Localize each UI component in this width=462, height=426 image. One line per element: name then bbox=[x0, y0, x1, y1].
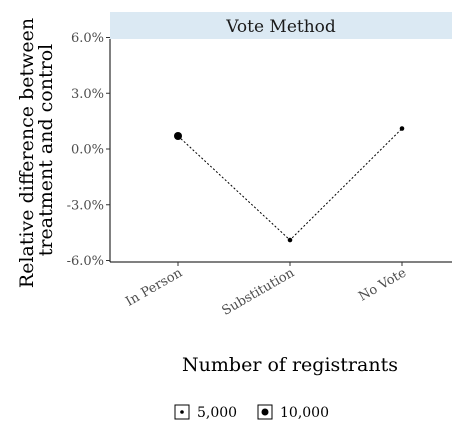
y-tick-label: 3.0% bbox=[71, 87, 104, 102]
y-tick-label: -3.0% bbox=[67, 198, 104, 213]
legend: 5,000 10,000 bbox=[174, 404, 329, 421]
y-axis-title-line-2: treatment and control bbox=[35, 44, 57, 256]
legend-symbol-10000 bbox=[261, 408, 269, 416]
legend-label-5000: 5,000 bbox=[197, 405, 237, 421]
legend-symbol-5000 bbox=[180, 410, 184, 414]
x-tick-label: In Person bbox=[123, 265, 185, 310]
y-ticks: 6.0% 3.0% 0.0% -3.0% -6.0% bbox=[67, 31, 110, 269]
facet-strip bbox=[110, 12, 452, 39]
y-tick-label: 0.0% bbox=[71, 143, 104, 158]
x-tick-label: Substitution bbox=[219, 265, 297, 319]
data-point bbox=[399, 126, 405, 131]
series-line bbox=[177, 128, 403, 241]
x-tick-label: No Vote bbox=[356, 265, 409, 304]
series bbox=[174, 126, 405, 243]
y-axis-title: Relative difference between treatment an… bbox=[16, 12, 57, 288]
y-axis-title-line-1: Relative difference between bbox=[16, 18, 38, 288]
y-tick-label: 6.0% bbox=[71, 31, 104, 46]
legend-label-10000: 10,000 bbox=[280, 405, 329, 421]
data-point bbox=[287, 237, 293, 243]
x-axis-title: Number of registrants bbox=[182, 354, 398, 376]
data-point bbox=[174, 131, 182, 140]
facet-title: Vote Method bbox=[225, 17, 336, 37]
x-ticks: In Person Substitution No Vote bbox=[123, 262, 409, 319]
y-tick-label: -6.0% bbox=[67, 254, 104, 269]
